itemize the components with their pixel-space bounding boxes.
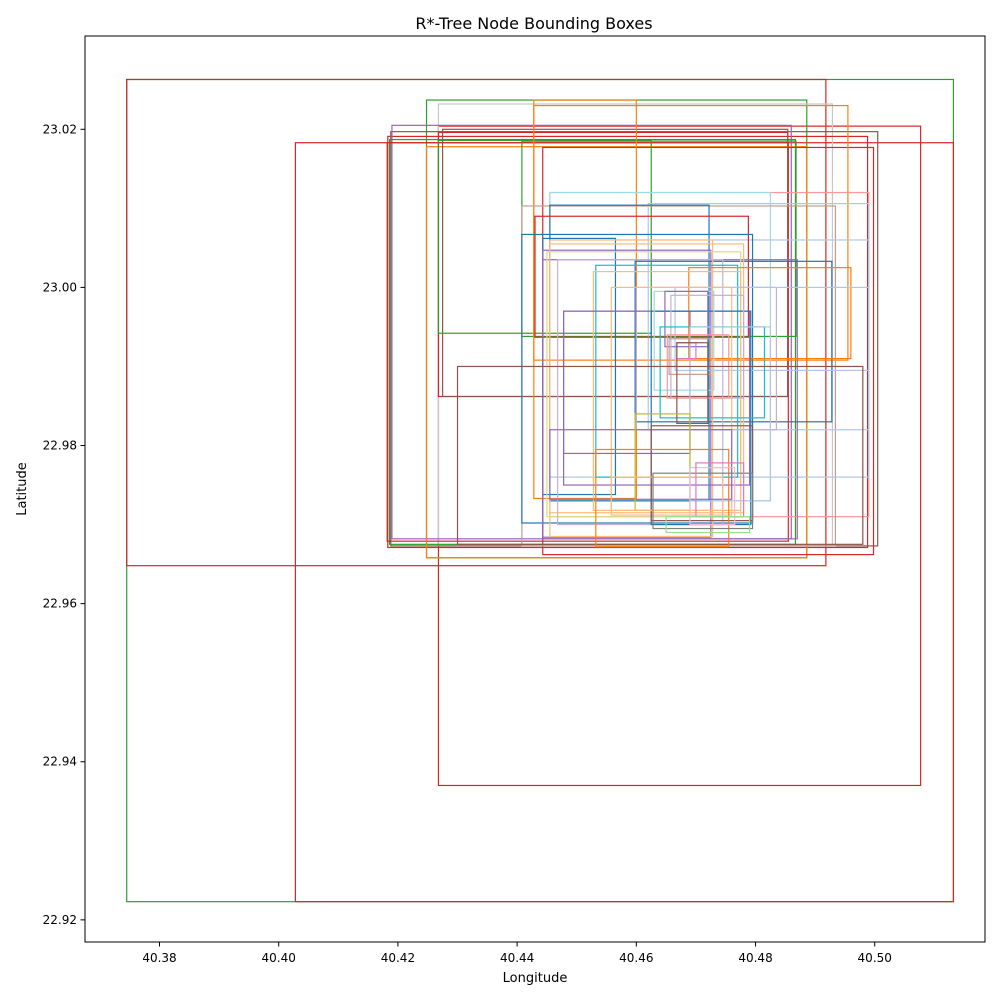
y-tick-label-1: 22.92 bbox=[43, 913, 77, 927]
y-tick-label-6: 23.02 bbox=[43, 122, 77, 136]
bounding-box-60 bbox=[652, 472, 754, 530]
bounding-box-51 bbox=[668, 338, 712, 375]
bounding-box-26 bbox=[534, 215, 749, 338]
bounding-box-46 bbox=[664, 290, 709, 348]
x-tick-label-3: 40.42 bbox=[381, 951, 415, 965]
bounding-box-35 bbox=[557, 259, 724, 526]
y-tick-label-3: 22.96 bbox=[43, 597, 77, 611]
y-tick-label-2: 22.94 bbox=[43, 755, 77, 769]
y-tick-label-4: 22.98 bbox=[43, 439, 77, 453]
plot-frame bbox=[84, 35, 986, 943]
chart-title: R*-Tree Node Bounding Boxes bbox=[415, 14, 652, 33]
bounding-boxes-layer bbox=[126, 78, 955, 903]
bounding-box-3 bbox=[126, 78, 827, 567]
bounding-box-53 bbox=[676, 342, 709, 424]
bounding-box-39 bbox=[674, 286, 870, 372]
y-tick-label-5: 23.00 bbox=[43, 280, 77, 294]
bounding-box-27 bbox=[521, 233, 754, 524]
bounding-box-17 bbox=[437, 139, 652, 334]
bounding-box-55 bbox=[549, 429, 733, 500]
y-axis-label: Latitude bbox=[15, 462, 30, 516]
x-tick-label-6: 40.48 bbox=[738, 951, 772, 965]
bounding-box-12 bbox=[425, 146, 808, 559]
bounding-box-41 bbox=[610, 286, 733, 516]
x-tick-label-7: 40.50 bbox=[858, 951, 892, 965]
y-axis: 22.92 22.94 22.96 22.98 23.00 23.02 bbox=[43, 122, 85, 927]
x-tick-label-5: 40.46 bbox=[619, 951, 653, 965]
bounding-box-31 bbox=[634, 260, 833, 423]
x-tick-label-1: 40.38 bbox=[142, 951, 176, 965]
x-tick-label-4: 40.44 bbox=[500, 951, 534, 965]
bounding-box-19 bbox=[533, 104, 849, 361]
bounding-box-59 bbox=[610, 476, 724, 511]
bounding-box-58 bbox=[595, 448, 730, 548]
bounding-box-54 bbox=[456, 365, 864, 545]
x-axis: 40.38 40.40 40.42 40.44 40.46 40.48 40.50 bbox=[142, 942, 892, 965]
x-axis-label: Longitude bbox=[503, 971, 568, 986]
bounding-box-63 bbox=[665, 516, 751, 534]
x-tick-label-2: 40.40 bbox=[262, 951, 296, 965]
bounding-box-61 bbox=[689, 467, 736, 526]
